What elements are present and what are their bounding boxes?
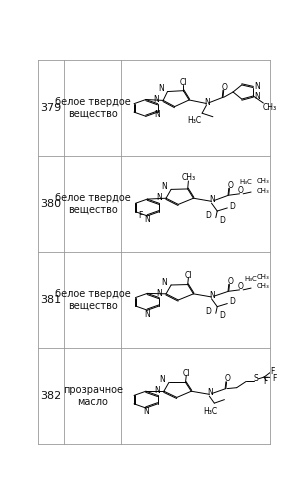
- Text: Cl: Cl: [180, 78, 187, 87]
- Text: белое твердое
вещество: белое твердое вещество: [55, 193, 130, 215]
- Text: N: N: [158, 84, 164, 93]
- Text: D: D: [219, 216, 225, 225]
- Text: N: N: [154, 110, 160, 119]
- Text: F: F: [272, 374, 276, 383]
- Text: H₃C: H₃C: [240, 179, 252, 185]
- Text: D: D: [230, 202, 235, 211]
- Text: F: F: [270, 367, 274, 376]
- Text: 382: 382: [40, 391, 62, 401]
- Text: N: N: [255, 92, 260, 101]
- Text: O: O: [227, 277, 233, 286]
- Text: прозрачное
масло: прозрачное масло: [63, 385, 123, 407]
- Text: CH₃: CH₃: [257, 274, 270, 280]
- Text: Cl: Cl: [182, 369, 190, 378]
- Text: N: N: [162, 278, 167, 287]
- Text: CH₃: CH₃: [257, 178, 270, 184]
- Text: N: N: [143, 408, 149, 417]
- Text: N: N: [207, 389, 213, 398]
- Text: O: O: [221, 83, 227, 92]
- Text: D: D: [206, 211, 212, 220]
- Text: 381: 381: [40, 295, 62, 305]
- Text: Cl: Cl: [184, 271, 192, 280]
- Text: O: O: [227, 181, 233, 190]
- Text: CH₃: CH₃: [263, 102, 277, 111]
- Text: N: N: [144, 216, 150, 225]
- Text: N: N: [162, 182, 167, 191]
- Text: белое твердое
вещество: белое твердое вещество: [55, 289, 130, 311]
- Text: H₃C: H₃C: [187, 116, 201, 125]
- Text: N: N: [154, 386, 160, 395]
- Text: N: N: [255, 82, 260, 91]
- Text: N: N: [209, 196, 215, 205]
- Text: CH₃: CH₃: [181, 173, 196, 182]
- Text: 379: 379: [40, 103, 62, 113]
- Text: CH₃: CH₃: [257, 188, 270, 194]
- Text: белое твердое
вещество: белое твердое вещество: [55, 97, 130, 119]
- Text: H₃C: H₃C: [244, 276, 257, 282]
- Text: H₃C: H₃C: [204, 408, 218, 417]
- Text: N: N: [156, 289, 162, 298]
- Text: D: D: [230, 297, 235, 306]
- Text: N: N: [204, 98, 210, 107]
- Text: N: N: [160, 375, 165, 384]
- Text: 380: 380: [40, 199, 62, 209]
- Text: O: O: [224, 374, 230, 383]
- Text: O: O: [238, 282, 244, 291]
- Text: S: S: [254, 374, 259, 383]
- Text: CH₃: CH₃: [257, 283, 270, 289]
- Text: D: D: [206, 306, 212, 315]
- Text: N: N: [209, 291, 215, 300]
- Text: N: N: [144, 310, 150, 319]
- Text: F: F: [139, 211, 143, 220]
- Text: N: N: [153, 95, 159, 104]
- Text: D: D: [219, 311, 225, 320]
- Text: F: F: [263, 377, 268, 386]
- Text: O: O: [238, 186, 244, 195]
- Text: N: N: [156, 193, 162, 202]
